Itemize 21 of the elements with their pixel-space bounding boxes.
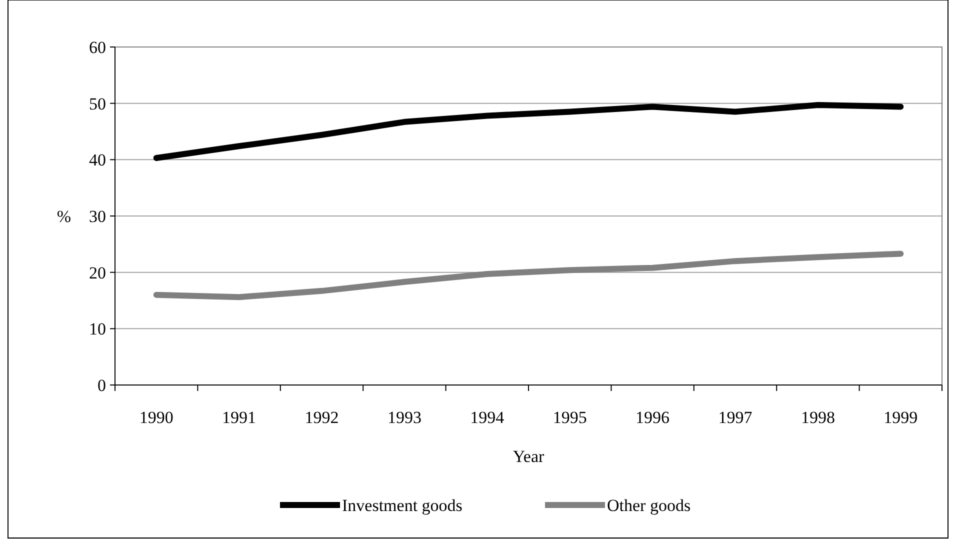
y-tick-label: 10 (89, 320, 106, 339)
x-tick-label: 1998 (800, 408, 835, 427)
x-tick-label: 1992 (304, 408, 339, 427)
x-tick-label: 1999 (884, 408, 918, 427)
x-tick-label: 1991 (222, 408, 256, 427)
legend-label: Investment goods (342, 496, 462, 515)
x-tick-label: 1990 (139, 408, 174, 427)
y-tick-label: 40 (89, 150, 106, 170)
x-tick-label: 1995 (552, 408, 587, 427)
x-axis-title: Year (512, 447, 544, 466)
y-tick-label: 20 (89, 263, 106, 282)
x-tick-label: 1994 (470, 408, 505, 427)
y-tick-label: 30 (89, 206, 106, 226)
y-tick-label: 60 (89, 38, 106, 57)
x-tick-label: 1993 (387, 408, 422, 427)
y-axis-title: % (56, 206, 71, 226)
x-tick-label: 1997 (718, 408, 753, 427)
legend-label: Other goods (607, 496, 691, 515)
y-tick-label: 50 (89, 94, 106, 114)
y-tick-label: 0 (98, 376, 106, 395)
x-tick-label: 1996 (636, 408, 670, 427)
